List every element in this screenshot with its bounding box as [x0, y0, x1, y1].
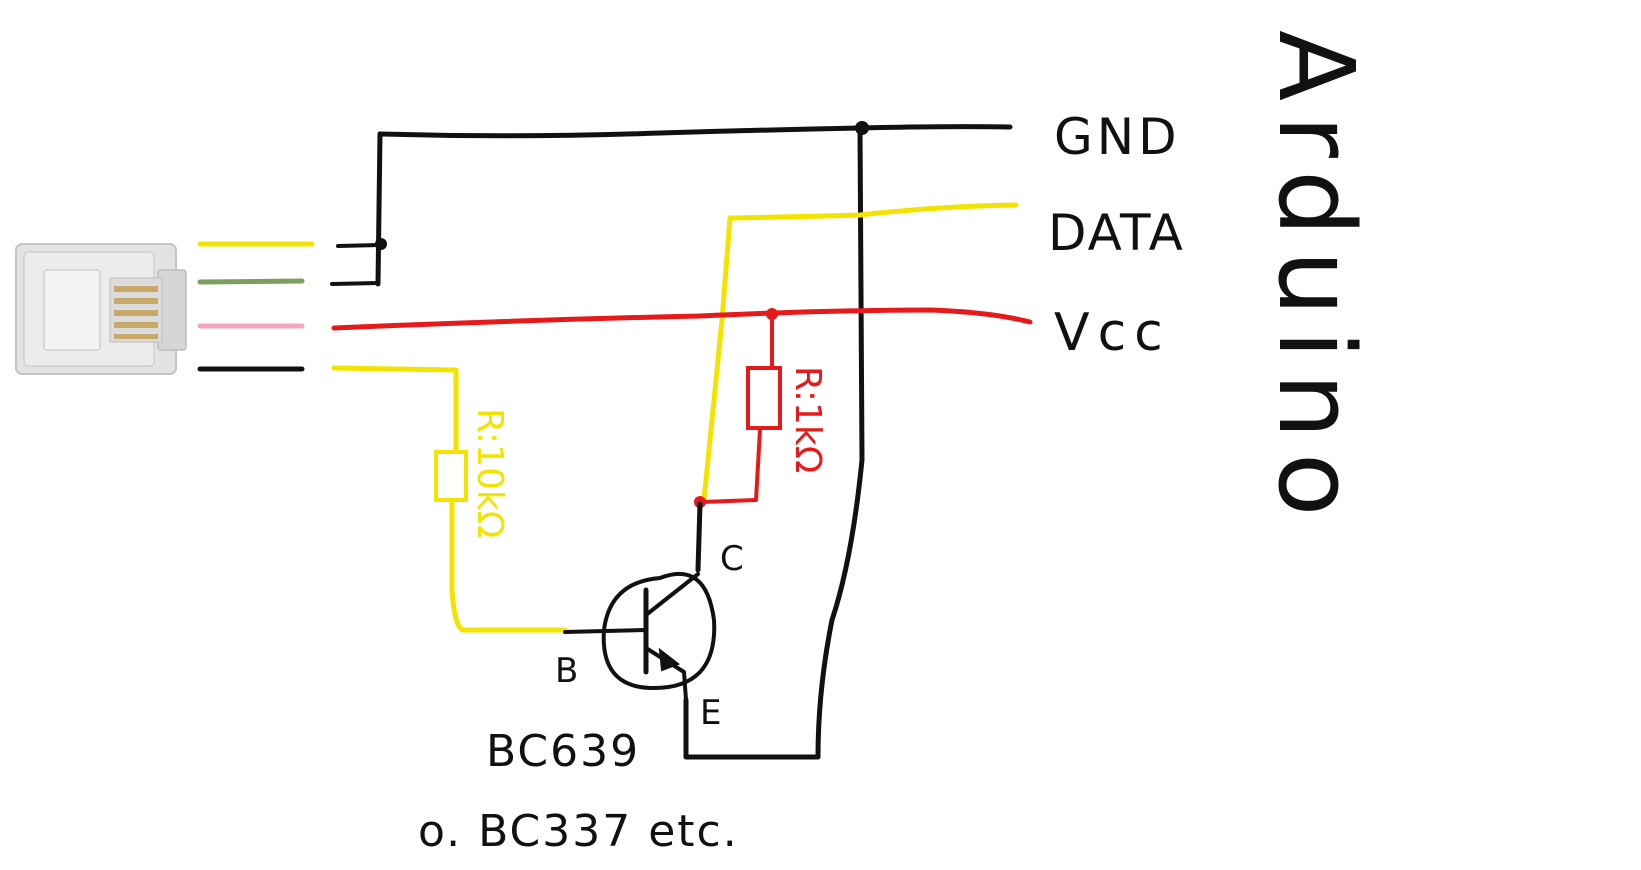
rj-plug-icon — [15, 243, 187, 375]
collector-label: C — [720, 539, 744, 579]
transistor-part-label: BC639 — [486, 726, 640, 777]
resistor-pullup — [746, 366, 782, 430]
gnd-junction-dot — [855, 121, 869, 135]
plug-wire-green — [197, 278, 305, 285]
vcc-net — [331, 307, 1033, 508]
base-resistor-label: R:10kΩ — [469, 408, 510, 538]
pullup-resistor-label: R:1kΩ — [787, 366, 828, 473]
vcc-pin-label: Vcc — [1054, 303, 1171, 363]
gnd-junction-dot — [375, 238, 387, 250]
transistor-symbol — [563, 501, 717, 702]
transistor-alternatives-label: o. BC337 etc. — [418, 806, 739, 857]
data-net — [331, 202, 1019, 633]
gnd-net — [330, 121, 1013, 760]
data-pin-label: DATA — [1048, 204, 1185, 262]
emitter-label: E — [700, 693, 721, 733]
gnd-pin-label: GND — [1054, 108, 1181, 166]
resistor-base — [434, 450, 468, 502]
base-label: B — [555, 651, 578, 691]
board-label: Arduino — [1255, 30, 1377, 530]
